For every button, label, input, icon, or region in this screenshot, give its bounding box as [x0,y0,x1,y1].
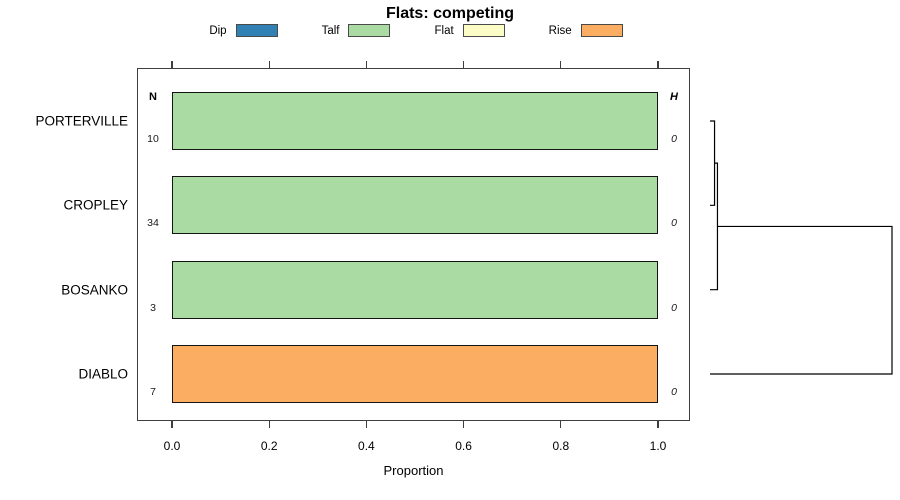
legend-item-flat: Flat [434,24,505,37]
x-axis-label: Proportion [383,463,444,478]
h-column-header: H [670,91,678,103]
legend-item-talf: Talf [322,24,391,37]
axis-tick-bottom [657,421,659,428]
n-value: 10 [147,133,159,145]
axis-tick-top [560,61,562,68]
category-label-cropley: CROPLEY [63,197,128,213]
bar-diablo [172,345,658,403]
n-value: 34 [147,217,159,230]
legend-swatch [235,24,278,37]
legend-label: Flat [434,24,454,37]
legend-label: Dip [209,24,227,37]
h-value: 0 [671,217,677,230]
plot-box [137,68,690,421]
axis-tick-top [171,61,173,68]
bar-segment-talf [173,93,657,149]
x-tick-label: 0.6 [455,439,472,453]
legend-item-dip: Dip [209,24,278,37]
axis-tick-bottom [171,421,173,428]
category-label-diablo: DIABLO [78,366,128,382]
dendrogram-merge [710,162,719,291]
legend-item-rise: Rise [549,24,623,37]
h-value: 0 [671,301,677,314]
x-tick-label: 0.8 [552,439,570,453]
x-tick-label: 0.4 [358,439,375,453]
x-tick-label: 0.2 [260,439,278,453]
legend-label: Rise [548,24,572,37]
chart-title: Flats: competing [385,5,514,22]
category-label-porterville: PORTERVILLE [35,113,128,129]
bar-cropley [172,176,658,235]
axis-tick-bottom [268,421,270,428]
axis-tick-top [268,61,270,68]
bar-segment-rise [173,346,657,402]
n-value: 3 [150,301,156,314]
bar-bosanko [172,260,658,319]
legend-swatch [580,24,623,37]
x-tick-label: 0.0 [163,439,181,453]
category-label-bosanko: BOSANKO [61,282,128,298]
axis-tick-bottom [365,421,368,428]
x-tick-label: 1.0 [649,439,667,453]
axis-tick-bottom [462,421,465,428]
axis-tick-top [657,61,659,68]
legend: Dip Talf Flat Rise [0,24,832,37]
axis-tick-top [462,61,465,68]
h-value: 0 [671,133,677,145]
n-value: 7 [150,386,156,398]
dendrogram-merge [710,120,716,206]
bar-segment-talf [173,177,657,234]
n-column-header: N [149,91,157,103]
dendrogram-merge [710,225,893,375]
legend-swatch [462,24,505,37]
bar-segment-talf [173,261,657,318]
legend-label: Talf [321,24,340,37]
axis-tick-bottom [560,421,562,428]
bar-porterville [172,92,658,150]
legend-swatch [348,24,391,37]
axis-tick-top [365,61,368,68]
h-value: 0 [671,386,677,398]
